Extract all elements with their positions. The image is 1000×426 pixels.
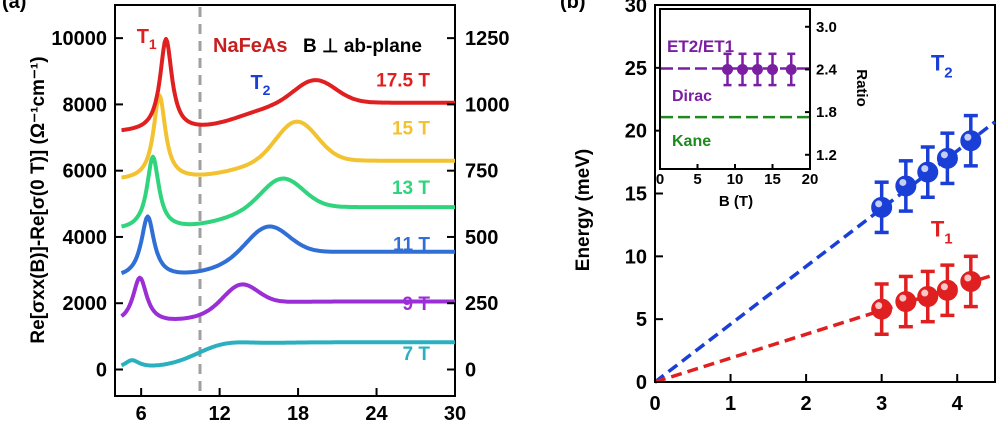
series-label-17-5-T: 17.5 T <box>376 71 430 92</box>
inset-title: ET2/ET1 <box>667 37 734 56</box>
data-point-t2 <box>895 175 917 197</box>
inset-data-point <box>767 63 778 75</box>
right-y-tick-label: 500 <box>465 227 498 249</box>
inset-kane-label: Kane <box>672 133 711 150</box>
series-label-13-T: 13 T <box>392 178 430 199</box>
right-x-tick-label: 1 <box>725 393 736 415</box>
series-line-15-T <box>120 93 456 180</box>
data-point-t2 <box>871 196 893 218</box>
data-point-t1 <box>917 286 939 308</box>
inset-y-tick-label: 1.2 <box>816 147 837 164</box>
field-orientation-label: B ⊥ ab-plane <box>303 36 422 57</box>
series-label-15-T: 15 T <box>392 119 430 140</box>
series-line-11-T <box>120 214 456 275</box>
right-y-tick-label: 15 <box>625 184 647 206</box>
inset-x-tick-label: 5 <box>693 171 701 188</box>
series-label-9-T: 9 T <box>403 294 431 315</box>
left-y-tick-label: 0 <box>96 359 107 381</box>
right-y-tick-label: 0 <box>465 359 476 381</box>
series-line-17-5-T <box>120 36 456 133</box>
inset-data-point <box>737 63 748 75</box>
left-y-tick-label: 8000 <box>63 94 108 116</box>
data-point-highlight <box>899 178 907 186</box>
data-point-highlight <box>899 294 907 302</box>
right-x-tick-label: 2 <box>801 393 812 415</box>
left-y-tick-label: 10000 <box>51 28 107 50</box>
peak-label-t1: T1 <box>137 26 157 52</box>
inset-chart: 0 5 10 15 201.21.82.43.0 ET2/ET1 Dirac Kane … <box>656 8 870 210</box>
right-y-tick-label: 10 <box>625 246 647 268</box>
inset-y-tick-label: 1.8 <box>816 104 837 121</box>
left-x-tick-label: 24 <box>365 403 388 425</box>
data-point-highlight <box>940 283 948 291</box>
data-point-t1 <box>895 291 917 313</box>
inset-data-point <box>752 63 763 75</box>
left-y-tick-label: 6000 <box>63 161 108 183</box>
data-point-highlight <box>940 151 948 159</box>
data-point-highlight <box>921 289 929 297</box>
inset-x-tick-label: 20 <box>802 171 819 188</box>
peak-label-t2: T2 <box>250 72 270 98</box>
right-y-tick-label: 0 <box>636 372 647 394</box>
left-x-tick-label: 6 <box>136 403 147 425</box>
data-point-highlight <box>964 274 972 282</box>
right-x-tick-label: 0 <box>649 393 660 415</box>
inset-data-point <box>785 63 797 75</box>
data-point-t1 <box>871 298 893 320</box>
right-y-tick-label: 1000 <box>465 94 510 116</box>
data-point-t1 <box>936 279 958 301</box>
right-y-tick-label: 30 <box>625 0 647 17</box>
left-y-tick-label: 2000 <box>63 293 108 315</box>
inset-background <box>660 9 810 169</box>
left-x-tick-label: 12 <box>208 403 230 425</box>
right-y-axis-label: Energy (meV) <box>573 149 594 271</box>
panel-label-a: (a) <box>2 0 26 13</box>
series-line-7-T <box>120 340 456 368</box>
inset-x-tick-label: 0 <box>656 171 664 188</box>
data-point-t2 <box>917 161 939 183</box>
left-chart: 7 T 9 T 11 T 13 T 15 T 17.5 T T1 T2 6 12 18 24 30 0 2… <box>28 4 510 425</box>
inset-x-tick-label: 10 <box>727 171 744 188</box>
left-x-tick-label: 18 <box>287 403 309 425</box>
right-x-tick-label: 4 <box>952 393 964 415</box>
fit-line-t2 <box>653 120 997 384</box>
right-y-tick-label: 20 <box>625 121 647 143</box>
left-chart-title: NaFeAs <box>213 35 287 57</box>
data-point-highlight <box>921 165 929 173</box>
series-line-13-T <box>120 154 456 229</box>
inset-dirac-label: Dirac <box>672 88 712 105</box>
series-label-7-T: 7 T <box>403 344 431 365</box>
inset-data-point <box>722 63 733 75</box>
right-chart: T2 T1 0 1 2 3 4 0 5 10 15 20 25 30 Energy (meV) 0 5 10… <box>573 0 997 415</box>
data-point-highlight <box>875 200 883 208</box>
left-y-axis-label: Re[σxx(B)]-Re[σ(0 T)] (Ω⁻¹cm⁻¹) <box>28 56 49 343</box>
panel-label-b: (b) <box>560 0 586 13</box>
right-x-tick-label: 3 <box>876 393 887 415</box>
inset-y-tick-label: 3.0 <box>816 19 837 36</box>
right-y-tick-label: 25 <box>625 58 647 80</box>
series-label-t2: T2 <box>931 51 953 82</box>
right-y-tick-label: 750 <box>465 161 498 183</box>
data-point-t2 <box>936 147 958 169</box>
data-point-highlight <box>964 133 972 141</box>
series-line-9-T <box>120 275 456 321</box>
inset-x-axis-label: B (T) <box>719 193 753 210</box>
right-y-tick-label: 1250 <box>465 28 510 50</box>
right-y-tick-label: 5 <box>636 309 647 331</box>
data-point-t1 <box>960 270 982 292</box>
inset-y-axis-label: Ratio <box>853 69 870 107</box>
data-point-highlight <box>875 302 883 310</box>
right-y-tick-label: 250 <box>465 293 498 315</box>
series-label-11-T: 11 T <box>393 235 430 256</box>
inset-y-tick-label: 2.4 <box>816 61 838 78</box>
left-plot-frame <box>114 4 456 397</box>
inset-x-tick-label: 15 <box>764 171 781 188</box>
left-y-tick-label: 4000 <box>63 227 108 249</box>
left-x-tick-label: 30 <box>444 403 466 425</box>
data-point-t2 <box>960 130 982 152</box>
series-label-t1: T1 <box>931 216 953 247</box>
